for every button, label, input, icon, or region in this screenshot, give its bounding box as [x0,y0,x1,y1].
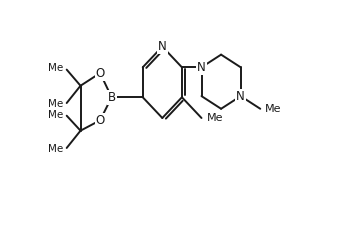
Text: Me: Me [48,144,63,154]
Text: Me: Me [207,113,224,123]
Text: Me: Me [265,104,282,114]
Text: B: B [107,91,116,104]
Text: Me: Me [48,99,63,109]
Text: O: O [96,114,105,127]
Text: Me: Me [48,110,63,120]
Text: N: N [197,61,206,74]
Text: N: N [236,90,245,103]
Text: O: O [96,67,105,80]
Text: N: N [158,40,167,53]
Text: Me: Me [48,63,63,73]
